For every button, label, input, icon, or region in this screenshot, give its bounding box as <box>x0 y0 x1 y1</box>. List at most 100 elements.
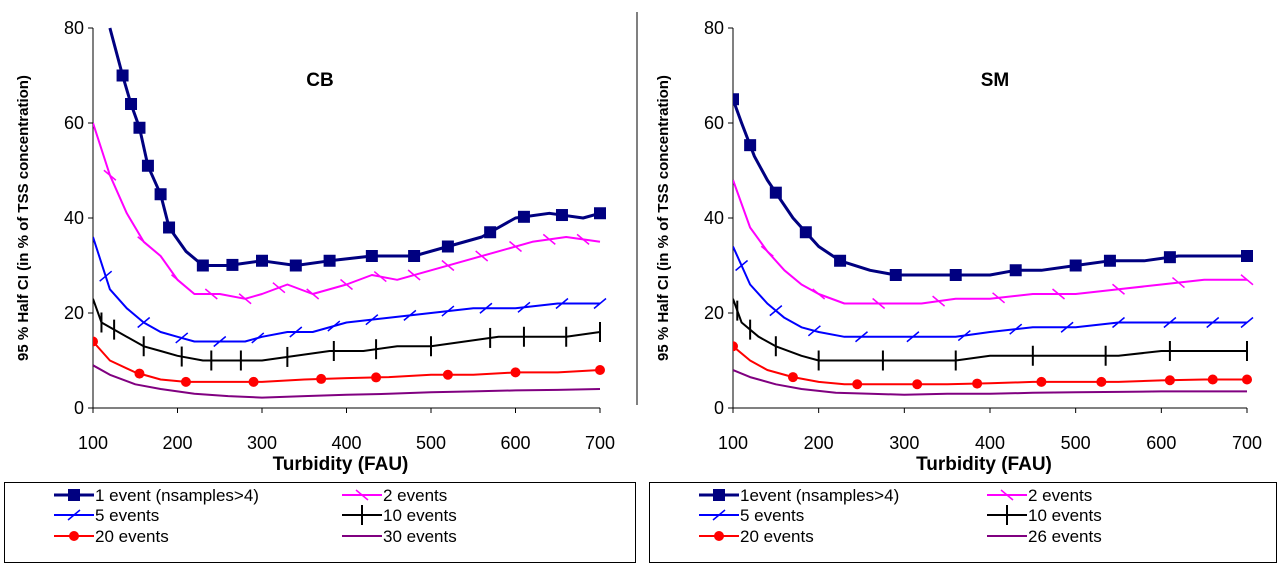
data-point <box>1163 251 1176 264</box>
legend-item: 20 events <box>699 527 814 546</box>
data-point <box>441 259 455 272</box>
legend-box <box>649 482 1277 563</box>
data-point <box>238 293 252 305</box>
data-point <box>196 259 209 272</box>
data-point <box>251 332 265 344</box>
legend-swatch-marker <box>1000 489 1014 501</box>
legend-item: 2 events <box>987 486 1092 505</box>
data-point <box>812 288 826 300</box>
legend-item: 26 events <box>987 527 1102 546</box>
series-5 <box>733 341 1252 390</box>
data-point <box>289 259 302 272</box>
data-point <box>134 368 145 379</box>
series-2 <box>93 122 601 305</box>
data-point <box>180 376 191 387</box>
series-line <box>108 27 601 267</box>
data-point <box>595 365 605 375</box>
data-point <box>316 373 327 384</box>
y-tick-label: 40 <box>64 208 84 228</box>
legend-label: 10 events <box>1028 506 1102 525</box>
data-point <box>787 372 798 383</box>
series-3 <box>93 236 607 348</box>
data-point <box>1206 316 1220 329</box>
data-point <box>542 233 556 245</box>
x-tick-label: 200 <box>162 433 192 453</box>
legend-swatch-marker <box>712 509 726 521</box>
series-2 <box>733 179 1254 310</box>
x-tick-label: 600 <box>500 433 530 453</box>
data-point <box>1060 321 1074 333</box>
legend-label: 20 events <box>740 527 814 546</box>
legend-label: 1event (nsamples>4) <box>740 486 899 505</box>
y-tick-label: 80 <box>704 18 724 38</box>
legend-label: 5 events <box>95 506 159 525</box>
series-1 <box>733 93 1253 281</box>
data-point <box>1096 376 1107 387</box>
data-point <box>1241 250 1253 262</box>
y-axis-title: 95 % Half CI (in % of TSS concentration) <box>655 75 672 361</box>
x-tick-label: 700 <box>585 433 615 453</box>
legend-item: 10 events <box>987 505 1102 525</box>
series-6 <box>733 369 1247 396</box>
data-point <box>226 258 239 271</box>
legend-swatch-marker <box>714 531 724 541</box>
legend-label: 2 events <box>1028 486 1092 505</box>
series-line <box>733 345 1247 386</box>
x-tick-label: 200 <box>804 433 834 453</box>
y-tick-label: 60 <box>64 113 84 133</box>
data-point <box>1112 283 1125 295</box>
legend-swatch-marker <box>67 509 81 521</box>
series-line <box>733 179 1247 305</box>
data-point <box>213 335 227 348</box>
data-point <box>769 305 783 317</box>
data-point <box>484 226 497 239</box>
data-point <box>510 367 521 378</box>
data-point <box>403 309 417 321</box>
legend-item: 1event (nsamples>4) <box>699 486 899 505</box>
data-point <box>769 186 782 199</box>
data-point <box>744 139 757 152</box>
legend-item: 5 events <box>699 506 804 525</box>
data-point <box>141 159 154 172</box>
series-4 <box>93 298 601 371</box>
data-point <box>289 326 303 338</box>
series-line <box>93 364 601 399</box>
y-tick-label: 80 <box>64 18 84 38</box>
data-point <box>807 325 821 337</box>
data-point <box>116 69 129 82</box>
legend-item: 30 events <box>342 527 457 546</box>
data-point <box>593 297 607 310</box>
x-axis-title: Turbidity (FAU) <box>916 454 1052 475</box>
series-line <box>733 246 1247 338</box>
data-point <box>1240 316 1254 329</box>
legend-label: 30 events <box>383 527 457 546</box>
legend-box <box>4 482 636 563</box>
data-point <box>555 297 569 310</box>
data-point <box>735 259 749 272</box>
data-point <box>1207 374 1218 385</box>
data-point <box>733 341 738 352</box>
data-point <box>306 288 320 300</box>
x-tick-label: 400 <box>975 433 1005 453</box>
data-point <box>957 329 971 342</box>
series-5 <box>93 336 605 387</box>
data-point <box>1171 277 1185 289</box>
data-point <box>1163 316 1177 329</box>
x-tick-label: 300 <box>247 433 277 453</box>
data-point <box>1103 254 1116 267</box>
series-3 <box>733 246 1254 343</box>
data-point <box>1240 274 1254 286</box>
data-point <box>204 288 218 300</box>
legend-label: 2 events <box>383 486 447 505</box>
legend-item: 2 events <box>342 486 447 505</box>
data-point <box>371 372 382 383</box>
data-point <box>1069 259 1082 272</box>
chart-title: CB <box>306 70 333 91</box>
data-point <box>256 254 268 267</box>
data-point <box>594 207 606 220</box>
data-point <box>1112 316 1125 329</box>
data-point <box>125 98 138 110</box>
data-point <box>154 188 167 201</box>
data-point <box>475 250 489 262</box>
data-point <box>407 269 421 281</box>
